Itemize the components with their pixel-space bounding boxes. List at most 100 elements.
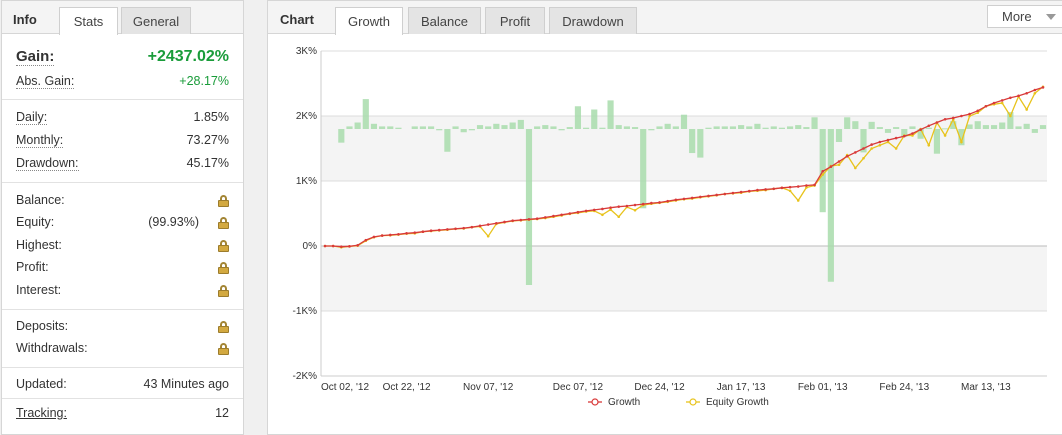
lock-icon bbox=[218, 195, 229, 207]
deposits-row: Deposits: bbox=[16, 319, 229, 337]
growth-point bbox=[796, 185, 800, 188]
y-tick-label: 0% bbox=[303, 241, 318, 252]
growth-point bbox=[829, 165, 833, 168]
growth-point bbox=[878, 140, 882, 144]
x-tick-label: Oct 02, '12 bbox=[321, 382, 369, 393]
tab-profit[interactable]: Profit bbox=[485, 7, 545, 34]
tab-stats[interactable]: Stats bbox=[59, 7, 118, 35]
growth-point bbox=[935, 121, 939, 124]
withdrawals-row: Withdrawals: bbox=[16, 341, 229, 359]
divider bbox=[2, 398, 243, 399]
legend-item: Equity Growth bbox=[686, 397, 769, 408]
growth-point bbox=[1041, 86, 1045, 89]
growth-point bbox=[462, 226, 466, 230]
legend-swatch-marker bbox=[689, 398, 697, 406]
monthly-row: Monthly: 73.27% bbox=[16, 133, 229, 151]
bar bbox=[566, 127, 573, 129]
growth-point bbox=[682, 197, 686, 201]
bar bbox=[933, 129, 941, 154]
bar bbox=[476, 125, 484, 129]
equity-point bbox=[960, 140, 963, 144]
bar bbox=[950, 121, 957, 129]
equity-point bbox=[486, 234, 490, 238]
bar bbox=[925, 127, 932, 129]
abs-gain-label: Abs. Gain: bbox=[16, 74, 75, 89]
bar bbox=[705, 127, 712, 129]
growth-point bbox=[976, 109, 980, 113]
bar bbox=[379, 126, 386, 129]
bar bbox=[835, 129, 843, 142]
growth-point bbox=[772, 187, 776, 191]
updated-value: 43 Minutes ago bbox=[143, 377, 229, 391]
bar bbox=[958, 129, 965, 146]
bar bbox=[411, 126, 418, 129]
tab-general[interactable]: General bbox=[121, 7, 191, 34]
growth-point bbox=[413, 231, 417, 234]
bar bbox=[974, 121, 981, 129]
tracking-link[interactable]: Tracking: bbox=[16, 406, 67, 420]
bar bbox=[762, 127, 769, 129]
equity-point bbox=[886, 140, 890, 144]
growth-point bbox=[340, 245, 343, 248]
growth-point bbox=[902, 134, 906, 138]
equity-point bbox=[854, 166, 857, 170]
growth-point bbox=[756, 188, 759, 192]
equity-value: (99.93%) bbox=[148, 215, 199, 229]
info-panel: Info Stats General Gain: +2437.02% Abs. … bbox=[1, 0, 244, 435]
growth-point bbox=[633, 203, 637, 207]
balance-row: Balance: bbox=[16, 193, 229, 211]
growth-point bbox=[584, 209, 588, 213]
bar bbox=[362, 99, 369, 129]
growth-point bbox=[356, 244, 359, 247]
divider bbox=[2, 99, 243, 100]
growth-point bbox=[495, 221, 498, 225]
equity-point bbox=[943, 134, 947, 137]
drawdown-row: Drawdown: 45.17% bbox=[16, 156, 229, 174]
bar bbox=[982, 125, 989, 129]
info-title: Info bbox=[13, 12, 37, 27]
growth-point bbox=[576, 210, 580, 214]
bar bbox=[909, 126, 916, 129]
growth-point bbox=[894, 136, 898, 140]
growth-point bbox=[805, 184, 808, 187]
equity-label: Equity: bbox=[16, 215, 55, 229]
bar bbox=[534, 126, 541, 129]
tab-drawdown[interactable]: Drawdown bbox=[549, 7, 637, 34]
legend-label: Equity Growth bbox=[706, 397, 769, 408]
equity-point bbox=[862, 156, 865, 160]
bar bbox=[697, 129, 704, 158]
growth-point bbox=[380, 234, 384, 237]
x-tick-label: Jan 17, '13 bbox=[717, 382, 766, 393]
balance-label: Balance: bbox=[16, 193, 65, 207]
abs-gain-row: Abs. Gain: +28.17% bbox=[16, 74, 229, 92]
growth-point bbox=[870, 143, 873, 146]
bar bbox=[713, 126, 720, 129]
chart-panel: Chart Growth Balance Profit Drawdown Mor… bbox=[267, 0, 1062, 435]
legend-item: Growth bbox=[588, 397, 640, 408]
gain-row: Gain: +2437.02% bbox=[16, 48, 229, 70]
lock-icon bbox=[218, 321, 229, 333]
bar bbox=[509, 122, 516, 129]
equity-point bbox=[1033, 91, 1037, 95]
bar bbox=[990, 125, 998, 129]
abs-gain-value: +28.17% bbox=[179, 74, 229, 88]
growth-point bbox=[927, 124, 931, 128]
bar bbox=[395, 127, 402, 129]
bar bbox=[387, 126, 394, 129]
more-dropdown[interactable]: More bbox=[987, 5, 1062, 28]
equity-point bbox=[1000, 101, 1004, 105]
growth-point bbox=[421, 230, 425, 233]
growth-point bbox=[984, 104, 988, 108]
growth-point bbox=[560, 213, 563, 217]
bar bbox=[485, 126, 492, 129]
bar bbox=[631, 127, 639, 129]
equity-point bbox=[837, 163, 841, 167]
equity-point bbox=[927, 143, 931, 147]
tab-growth[interactable]: Growth bbox=[335, 7, 403, 35]
tab-balance[interactable]: Balance bbox=[408, 7, 481, 34]
gain-value: +2437.02% bbox=[147, 48, 229, 65]
bar bbox=[574, 106, 582, 129]
y-tick-label: 3K% bbox=[296, 46, 317, 57]
bar bbox=[558, 129, 565, 131]
equity-point bbox=[601, 213, 604, 217]
